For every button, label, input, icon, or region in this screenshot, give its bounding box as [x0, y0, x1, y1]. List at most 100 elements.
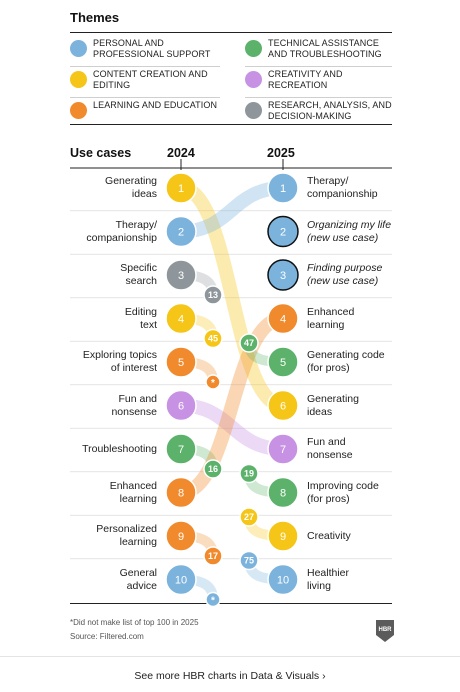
marker-2024-4 [165, 302, 197, 335]
use-case-label-line: Personalized [96, 523, 157, 535]
legend-item-support: PERSONAL AND PROFESSIONAL SUPPORT [70, 38, 223, 60]
exit-rank-label: * [211, 596, 215, 607]
exit-marker-9 [203, 546, 223, 566]
legend-label: PERSONAL AND PROFESSIONAL SUPPORT [93, 38, 211, 59]
marker-2024-8 [165, 476, 197, 509]
use-case-label-line: Finding purpose [307, 262, 383, 274]
bottom-divider [0, 656, 460, 657]
rank-label-2025: 10 [277, 575, 289, 587]
year-2024-header: 2024 [167, 146, 195, 160]
see-more-link-text[interactable]: See more HBR charts in Data & Visuals [134, 670, 320, 682]
rank-label-2025: 4 [280, 314, 286, 326]
entry-marker-8 [239, 463, 259, 484]
use-case-label-line: Specific [120, 262, 157, 274]
themes-title: Themes [70, 10, 120, 25]
marker-2025-1 [267, 172, 299, 204]
use-case-label-line: Troubleshooting [82, 442, 157, 455]
legend-dot-research [245, 102, 262, 119]
marker-2025-4 [267, 302, 299, 335]
legend-dot-learning [70, 102, 87, 119]
rank-label-2024: 2 [178, 227, 184, 239]
marker-2024-5 [165, 346, 197, 378]
use-case-label-left: Enhanced learning [37, 480, 157, 506]
use-cases-header: Use cases [70, 146, 132, 160]
see-more-link[interactable]: See more HBR charts in Data & Visuals › [0, 670, 460, 682]
marker-2024-1 [165, 172, 197, 204]
use-case-label-line: of interest [110, 362, 157, 374]
rank-label-2024: 9 [178, 531, 184, 543]
use-case-label-right: Healthier living [307, 567, 427, 593]
exit-marker-5 [205, 374, 221, 390]
themes-top-rule [70, 32, 392, 33]
marker-2024-9 [165, 520, 197, 552]
year-2025-header: 2025 [267, 146, 295, 160]
rank-label-2024: 7 [178, 444, 184, 456]
use-case-label-right: Generating ideas [307, 393, 427, 419]
rank-link-1 [174, 181, 290, 413]
footnote: *Did not make list of top 100 in 2025 [70, 618, 199, 627]
rank-label-2024: 5 [178, 357, 184, 369]
entry-rank-label: 27 [244, 512, 254, 522]
rank-label-2024: 10 [175, 575, 187, 587]
legend-dot-technical [245, 40, 262, 57]
rank-label-2024: 4 [178, 314, 184, 326]
use-case-label-line: Editing [124, 305, 157, 318]
legend-divider [245, 66, 392, 67]
marker-2025-new-2 [267, 215, 299, 248]
use-case-label-line: (for pros) [307, 492, 350, 505]
exit-marker-3 [203, 285, 223, 305]
exit-rank-label: * [211, 378, 215, 389]
use-case-label-line: text [140, 318, 157, 331]
use-case-label-line: Generating code [307, 349, 385, 361]
use-case-label-left: Exploring topics of interest [37, 349, 157, 375]
marker-2025-8 [267, 476, 299, 509]
use-case-label-right: Generating code (for pros) [307, 349, 427, 375]
use-case-label-line: Exploring topics [82, 349, 157, 361]
hbr-logo: HBR [376, 620, 394, 642]
entry-marker-9 [239, 507, 259, 527]
use-case-label-line: (new use case) [307, 275, 379, 287]
marker-2025-9 [267, 520, 299, 552]
rank-label-2024: 3 [178, 270, 184, 282]
use-case-label-right: Enhanced learning [307, 306, 427, 332]
use-case-label-line: nonsense [111, 405, 157, 418]
use-case-label-line: companionship [307, 188, 378, 200]
exit-marker-4 [203, 328, 223, 349]
legend-divider [70, 97, 220, 98]
rank-label-2025: 5 [280, 357, 286, 369]
rank-label-2025: 8 [280, 488, 286, 500]
use-case-label-line: companionship [86, 231, 157, 244]
use-case-label-right: Therapy/companionship [307, 175, 427, 201]
use-case-label-right: Finding purpose (new use case) [307, 262, 427, 288]
exit-rank-label: 17 [208, 551, 218, 561]
legend-label: LEARNING AND EDUCATION [93, 100, 218, 110]
marker-2024-3 [165, 259, 197, 291]
rank-label-2025: 1 [280, 183, 286, 195]
marker-2024-7 [165, 433, 197, 465]
use-case-label-line: Improving code [307, 479, 379, 492]
marker-2025-7 [267, 433, 299, 465]
use-case-label-line: Healthier [307, 566, 350, 579]
use-case-label-line: Fun and [307, 436, 346, 448]
use-case-label-left: Generating ideas [37, 175, 157, 201]
rank-label-2025: 2 [280, 227, 286, 239]
legend-dot-support [70, 40, 87, 57]
marker-2025-new-3 [267, 259, 299, 291]
legend-divider [70, 66, 220, 67]
marker-2025-6 [267, 389, 299, 422]
use-case-label-line: living [307, 579, 331, 592]
rank-label-2025: 7 [280, 444, 286, 456]
use-case-label-right: Creativity [307, 530, 427, 543]
use-case-label-left: Specific search [37, 262, 157, 288]
use-case-label-line: Enhanced [109, 479, 157, 492]
use-case-label-line: Generating [105, 175, 157, 187]
chevron-right-icon: › [322, 670, 326, 682]
use-case-label-left: Fun and nonsense [37, 393, 157, 419]
use-case-label-line: Generating [307, 392, 359, 405]
legend-label: CREATIVITY AND RECREATION [268, 69, 343, 90]
use-case-label-line: ideas [131, 188, 157, 200]
use-case-label-line: Creativity [307, 529, 351, 542]
use-case-label-line: (new use case) [307, 231, 379, 244]
legend-label: CONTENT CREATION AND EDITING [93, 69, 208, 90]
